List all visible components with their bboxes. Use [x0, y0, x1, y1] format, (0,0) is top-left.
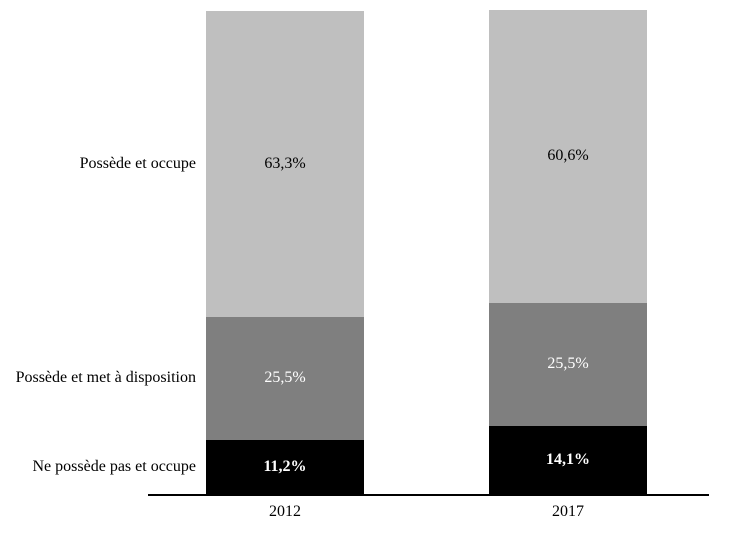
bar-segment-2012-3: 11,2% [206, 439, 364, 494]
series-label: Possède et occupe [79, 154, 196, 172]
series-label: Ne possède pas et occupe [32, 458, 197, 475]
segment-value-label: 25,5% [264, 369, 306, 387]
bar-segment-2017-2: 25,5% [489, 302, 647, 426]
segment-value-label: 60,6% [547, 147, 589, 165]
x-axis-line [148, 494, 709, 496]
bar-segment-2012-2: 25,5% [206, 316, 364, 440]
bar-segment-2017-1: 60,6% [489, 10, 647, 303]
segment-value-label: 63,3% [264, 154, 306, 172]
series-label: Possède et met à disposition [15, 369, 196, 387]
segment-value-label: 11,2% [263, 457, 307, 475]
segment-value-label: 14,1% [546, 450, 590, 468]
bar-segment-2017-3: 14,1% [489, 425, 647, 494]
segment-value-label: 25,5% [547, 355, 589, 373]
x-tick-label: 2017 [552, 503, 584, 520]
bar-segment-2012-1: 63,3% [206, 11, 364, 317]
x-tick-label: 2012 [269, 503, 301, 520]
